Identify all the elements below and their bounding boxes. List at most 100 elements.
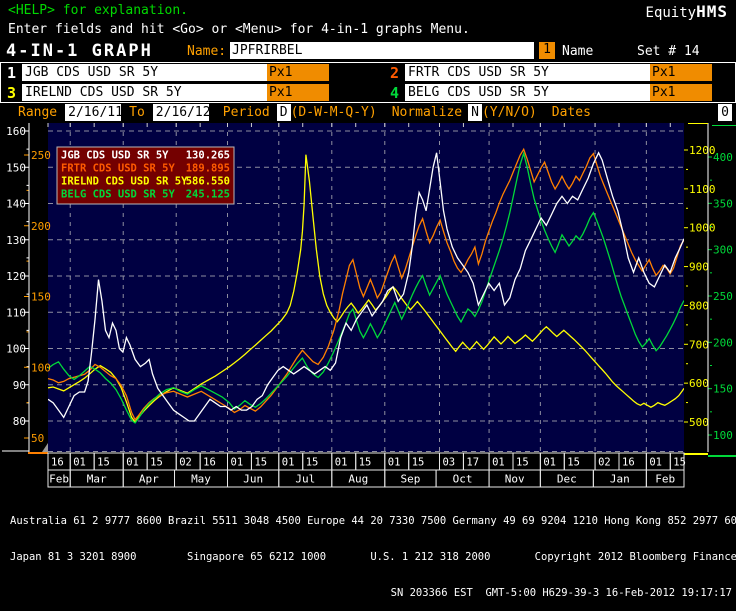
security-3-px-toggle[interactable]: Px1	[267, 84, 329, 101]
brand: EquityHMS	[646, 2, 728, 21]
normalize-label: Normalize	[391, 105, 463, 120]
x-tick-label: 15	[673, 457, 686, 469]
x-tick-label: 15	[306, 457, 319, 469]
x-month-label: Feb	[49, 473, 69, 486]
x-month-label: Aug	[348, 473, 368, 486]
axis-label: 250	[31, 149, 51, 162]
x-tick-label: 15	[516, 457, 529, 469]
x-axis: 16 01 15 01 15 02 16 01 15 01 15 01 15 01 15 03 17 01 15 01…	[47, 452, 686, 488]
series-line-belg	[48, 150, 684, 424]
x-tick-label: 02	[598, 457, 611, 469]
footer-line-1: Australia 61 2 9777 8600 Brazil 5511 304…	[10, 515, 736, 527]
footer-line-2: Japan 81 3 3201 8900 Singapore 65 6212 1…	[10, 551, 736, 563]
security-2-px-toggle[interactable]: Px1	[650, 64, 712, 81]
x-tick-label: 01	[388, 457, 401, 469]
x-tick-label: 17	[466, 457, 479, 469]
brand-hms: HMS	[696, 2, 728, 21]
x-month-label: Jun	[243, 473, 263, 486]
x-tick-label: 01	[492, 457, 505, 469]
security-3-field[interactable]: IRELND CDS USD SR 5Y	[22, 84, 267, 101]
x-tick-label: 01	[335, 457, 348, 469]
x-tick-label: 15	[97, 457, 110, 469]
legend: JGB CDS USD SR 5Y 130.265 FRTR CDS USD SR …	[56, 146, 235, 205]
security-2-number: 2	[389, 63, 400, 82]
axis-label: 200	[31, 220, 51, 233]
period-label: Period	[222, 105, 270, 120]
dates-label: Dates	[551, 105, 591, 120]
axis-label: 1000	[689, 222, 716, 235]
four-in-one-chart[interactable]: 1601501401301201101009080250200150100501…	[0, 123, 736, 488]
security-4-number: 4	[389, 83, 400, 102]
axis-label: 400	[713, 151, 733, 164]
axis-label: 350	[713, 197, 733, 210]
range-bar: Range 2/16/11 To 2/16/12 Period D (D-W-M…	[0, 103, 736, 122]
x-month-label: May	[191, 473, 211, 486]
x-tick-label: 02	[179, 457, 192, 469]
axis-label: 150	[31, 291, 51, 304]
brand-equity: Equity	[645, 5, 697, 21]
normalize-options: (Y/N/O)	[481, 105, 537, 120]
x-tick-label: 15	[359, 457, 372, 469]
axis-label: 1100	[689, 183, 716, 196]
security-4-field[interactable]: BELG CDS USD SR 5Y	[405, 84, 650, 101]
x-month-label: Mar	[87, 473, 107, 486]
axis-label: 250	[713, 290, 733, 303]
axis-label: 50	[31, 432, 44, 445]
axis-label: 90	[13, 379, 26, 392]
dates-input[interactable]: 0	[718, 104, 732, 121]
axis-label: 500	[689, 416, 709, 429]
name-input[interactable]	[230, 42, 534, 59]
range-to-input[interactable]: 2/16/12	[152, 104, 211, 121]
axis-label: 120	[6, 270, 26, 283]
x-tick-label: 16	[51, 457, 64, 469]
axis-label: 600	[689, 377, 709, 390]
normalize-input[interactable]: N	[468, 104, 482, 121]
legend-name: FRTR CDS USD SR 5Y	[61, 163, 175, 175]
axis-label: 100	[31, 361, 51, 374]
x-month-label: Sep	[400, 473, 420, 486]
x-tick-label: 15	[150, 457, 163, 469]
axis-label: 700	[689, 338, 709, 351]
legend-name: IRELND CDS USD SR 5Y	[61, 176, 188, 188]
legend-name: BELG CDS USD SR 5Y	[61, 189, 175, 201]
period-input[interactable]: D	[276, 104, 291, 121]
x-tick-label: 01	[73, 457, 86, 469]
x-month-label: Jul	[295, 473, 315, 486]
x-tick-label: 01	[543, 457, 556, 469]
security-2-field[interactable]: FRTR CDS USD SR 5Y	[405, 64, 650, 81]
set-number: Set # 14	[637, 44, 700, 59]
axis-corner-marker	[42, 443, 48, 452]
instruction-text: Enter fields and hit <Go> or <Menu> for …	[8, 22, 470, 37]
x-tick-label: 16	[622, 457, 635, 469]
chart-area[interactable]: 160 150 140 130 120 110 100 90 80 250 200 150 100 50 1…	[0, 123, 736, 488]
axis-label: 900	[689, 261, 709, 274]
legend-value: 189.895	[186, 163, 230, 175]
axis-label: 110	[6, 306, 26, 319]
axis-label: 800	[689, 299, 709, 312]
range-from-input[interactable]: 2/16/11	[65, 104, 123, 121]
axis-label: 1200	[689, 144, 716, 157]
name-label: Name:	[187, 44, 227, 59]
range-to-label: To	[129, 105, 145, 120]
x-month-label: Feb	[655, 473, 675, 486]
x-tick-label: 16	[203, 457, 216, 469]
title-bar: 4-IN-1 GRAPH Name: 1 Name Set # 14	[0, 41, 736, 61]
x-month-label: Oct	[453, 473, 473, 486]
legend-name: JGB CDS USD SR 5Y	[61, 150, 169, 162]
axis-label: 150	[6, 161, 26, 174]
name-badge[interactable]: 1	[539, 42, 555, 59]
security-1-px-toggle[interactable]: Px1	[267, 64, 329, 81]
securities-table: 1 JGB CDS USD SR 5Y Px1 2 FRTR CDS USD S…	[0, 62, 736, 103]
x-tick-label: 01	[126, 457, 139, 469]
x-month-label: Jan	[610, 473, 630, 486]
name-badge-label: Name	[562, 44, 594, 59]
x-tick-label: 03	[442, 457, 455, 469]
security-1-field[interactable]: JGB CDS USD SR 5Y	[22, 64, 267, 81]
series-line-frtr	[48, 147, 684, 421]
security-4-px-toggle[interactable]: Px1	[650, 84, 712, 101]
page-title: 4-IN-1 GRAPH	[6, 41, 153, 61]
securities-row-2: 3 IRELND CDS USD SR 5Y Px1 4 BELG CDS US…	[1, 83, 735, 102]
legend-value: 245.125	[186, 189, 230, 201]
securities-row-1: 1 JGB CDS USD SR 5Y Px1 2 FRTR CDS USD S…	[1, 63, 735, 82]
security-3-number: 3	[6, 83, 17, 102]
